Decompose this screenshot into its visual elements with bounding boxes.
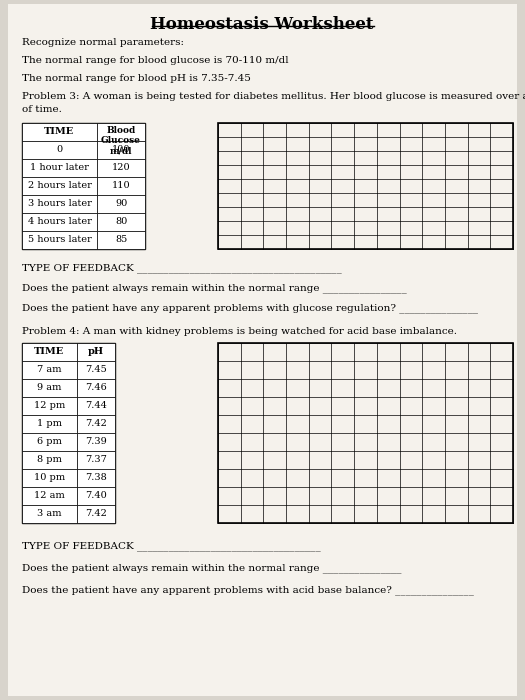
Bar xyxy=(22,141,97,159)
Bar xyxy=(22,231,97,249)
Bar xyxy=(22,451,77,469)
Bar xyxy=(97,177,145,195)
Text: Problem 4: A man with kidney problems is being watched for acid base imbalance.: Problem 4: A man with kidney problems is… xyxy=(22,327,457,336)
Text: 90: 90 xyxy=(115,199,127,209)
Text: 5 hours later: 5 hours later xyxy=(28,235,91,244)
Text: pH: pH xyxy=(88,347,104,356)
Text: 7.42: 7.42 xyxy=(85,510,107,519)
Bar xyxy=(77,433,115,451)
Bar xyxy=(22,177,97,195)
Text: 7.42: 7.42 xyxy=(85,419,107,428)
Text: TYPE OF FEEDBACK _______________________________________: TYPE OF FEEDBACK _______________________… xyxy=(22,263,342,273)
Text: 100: 100 xyxy=(112,146,130,155)
Text: 7.46: 7.46 xyxy=(85,384,107,393)
Text: of time.: of time. xyxy=(22,105,62,114)
Bar xyxy=(97,231,145,249)
Text: 7.40: 7.40 xyxy=(85,491,107,500)
Text: 120: 120 xyxy=(112,164,130,172)
Text: TIME: TIME xyxy=(45,127,75,136)
Text: 7.44: 7.44 xyxy=(85,402,107,410)
Bar xyxy=(22,159,97,177)
Text: 2 hours later: 2 hours later xyxy=(27,181,91,190)
Bar xyxy=(22,123,145,249)
Bar xyxy=(77,451,115,469)
Text: Homeostasis Worksheet: Homeostasis Worksheet xyxy=(150,16,374,33)
Text: 7.37: 7.37 xyxy=(85,456,107,465)
Bar xyxy=(77,379,115,397)
Text: 80: 80 xyxy=(115,218,127,227)
Bar xyxy=(97,159,145,177)
Bar xyxy=(22,469,77,487)
Bar xyxy=(97,123,145,141)
Text: 4 hours later: 4 hours later xyxy=(27,218,91,227)
Text: Problem 3: A woman is being tested for diabetes mellitus. Her blood glucose is m: Problem 3: A woman is being tested for d… xyxy=(22,92,525,101)
Text: The normal range for blood glucose is 70-110 m/dl: The normal range for blood glucose is 70… xyxy=(22,56,289,65)
Bar xyxy=(22,343,115,523)
Text: TYPE OF FEEDBACK ___________________________________: TYPE OF FEEDBACK _______________________… xyxy=(22,541,321,551)
Bar xyxy=(77,487,115,505)
Text: 10 pm: 10 pm xyxy=(34,473,65,482)
Text: 1 hour later: 1 hour later xyxy=(30,164,89,172)
Text: 3 am: 3 am xyxy=(37,510,62,519)
Bar xyxy=(97,141,145,159)
Text: Does the patient have any apparent problems with glucose regulation? ___________: Does the patient have any apparent probl… xyxy=(22,303,478,313)
Bar xyxy=(77,343,115,361)
Text: Does the patient always remain within the normal range _______________: Does the patient always remain within th… xyxy=(22,563,402,573)
Text: 7 am: 7 am xyxy=(37,365,62,375)
Text: Recognize normal parameters:: Recognize normal parameters: xyxy=(22,38,184,47)
Bar xyxy=(218,123,513,249)
Text: 0: 0 xyxy=(57,146,62,155)
Bar xyxy=(22,195,97,213)
Text: 12 pm: 12 pm xyxy=(34,402,65,410)
Text: 110: 110 xyxy=(112,181,130,190)
Bar xyxy=(22,361,77,379)
Text: 7.38: 7.38 xyxy=(85,473,107,482)
Text: 3 hours later: 3 hours later xyxy=(27,199,91,209)
Bar xyxy=(77,397,115,415)
Bar xyxy=(97,213,145,231)
Bar xyxy=(77,415,115,433)
Text: 1 pm: 1 pm xyxy=(37,419,62,428)
Text: 8 pm: 8 pm xyxy=(37,456,62,465)
Bar xyxy=(77,469,115,487)
Bar xyxy=(97,195,145,213)
Text: 7.45: 7.45 xyxy=(85,365,107,375)
Bar xyxy=(218,343,513,523)
Bar xyxy=(22,213,97,231)
Bar xyxy=(22,415,77,433)
Text: Blood
Glucose
m/dl: Blood Glucose m/dl xyxy=(101,126,141,156)
Text: Does the patient always remain within the normal range ________________: Does the patient always remain within th… xyxy=(22,283,407,293)
Bar xyxy=(22,343,77,361)
Bar xyxy=(22,505,77,523)
Text: 85: 85 xyxy=(115,235,127,244)
FancyBboxPatch shape xyxy=(8,4,517,696)
Text: Does the patient have any apparent problems with acid base balance? ____________: Does the patient have any apparent probl… xyxy=(22,585,474,595)
Text: 7.39: 7.39 xyxy=(85,438,107,447)
Bar xyxy=(22,433,77,451)
Text: 9 am: 9 am xyxy=(37,384,62,393)
Text: TIME: TIME xyxy=(34,347,65,356)
Bar xyxy=(22,397,77,415)
Bar xyxy=(77,361,115,379)
Bar xyxy=(22,123,97,141)
Bar xyxy=(77,505,115,523)
Text: 6 pm: 6 pm xyxy=(37,438,62,447)
Bar xyxy=(22,487,77,505)
Text: 12 am: 12 am xyxy=(34,491,65,500)
Bar xyxy=(22,379,77,397)
Text: The normal range for blood pH is 7.35-7.45: The normal range for blood pH is 7.35-7.… xyxy=(22,74,251,83)
